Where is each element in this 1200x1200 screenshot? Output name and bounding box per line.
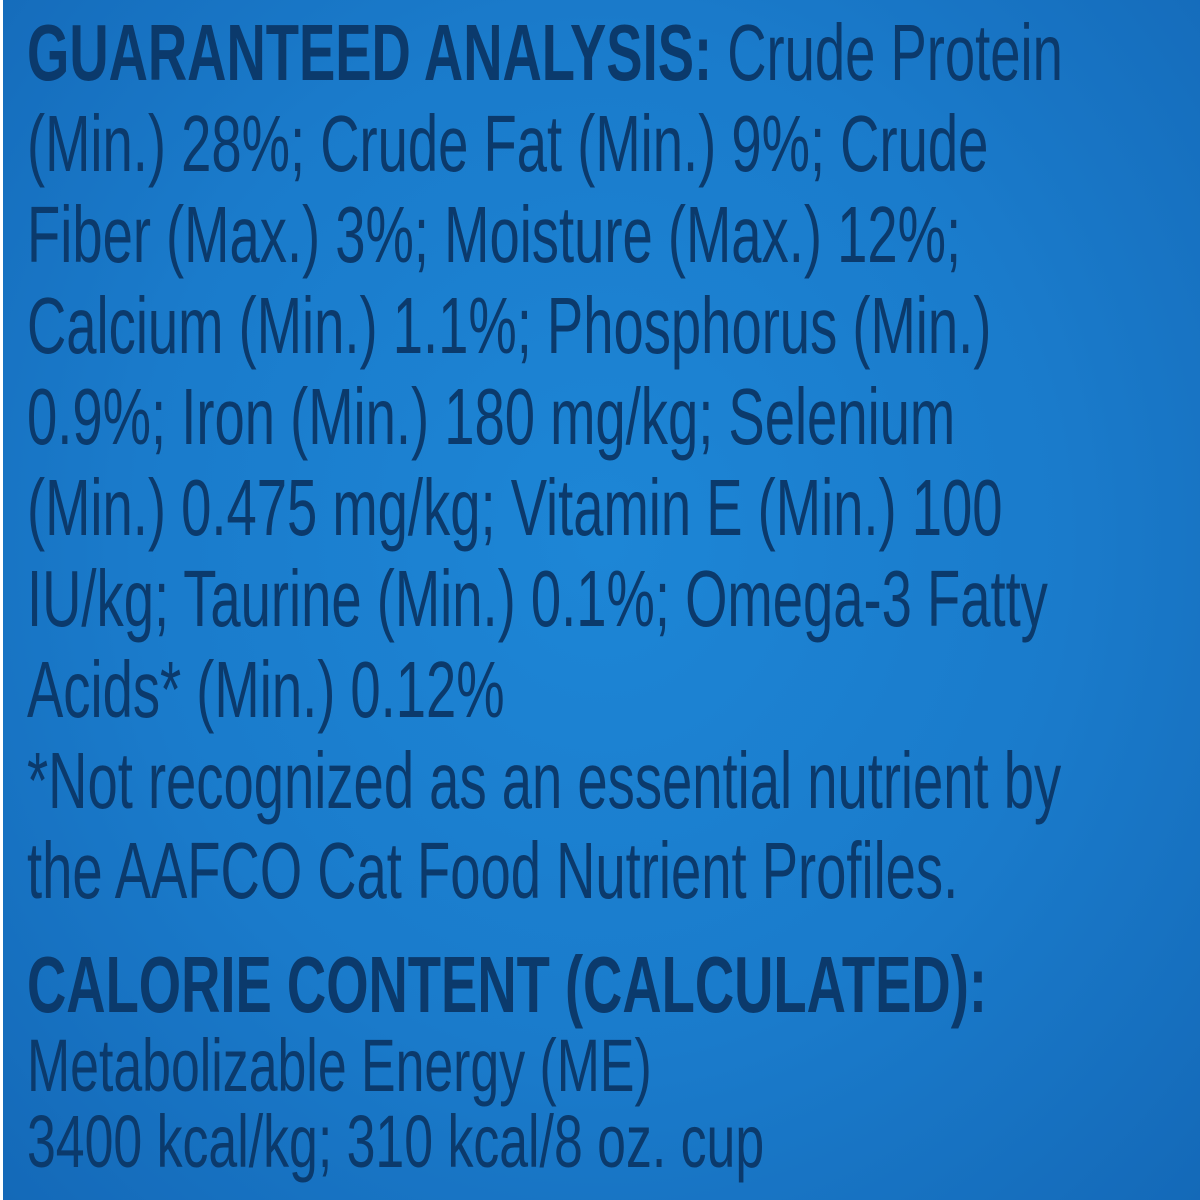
analysis-line: Calcium (Min.) 1.1%; Phosphorus (Min.) (27, 281, 992, 370)
footnote-line: *Not recognized as an essential nutrient… (27, 736, 1062, 825)
calorie-line: Metabolizable Energy (ME) (27, 1024, 652, 1107)
footnote-line: the AAFCO Cat Food Nutrient Profiles. (27, 826, 959, 915)
analysis-heading: GUARANTEED ANALYSIS: (27, 8, 713, 97)
analysis-line: IU/kg; Taurine (Min.) 0.1%; Omega-3 Fatt… (27, 554, 1048, 643)
analysis-text: Crude Protein (712, 8, 1063, 97)
analysis-line: 0.9%; Iron (Min.) 180 mg/kg; Selenium (27, 372, 956, 461)
analysis-line-1: GUARANTEED ANALYSIS: Crude Protein (27, 8, 1063, 98)
analysis-line: Acids* (Min.) 0.12% (27, 645, 505, 734)
nutrition-label-panel: GUARANTEED ANALYSIS: Crude Protein (Min.… (3, 0, 1200, 1200)
analysis-line: Fiber (Max.) 3%; Moisture (Max.) 12%; (27, 190, 962, 279)
analysis-line: (Min.) 0.475 mg/kg; Vitamin E (Min.) 100 (27, 463, 1003, 552)
calorie-line: 3400 kcal/kg; 310 kcal/8 oz. cup (27, 1100, 765, 1183)
calorie-heading: CALORIE CONTENT (CALCULATED): (27, 940, 987, 1029)
analysis-line: (Min.) 28%; Crude Fat (Min.) 9%; Crude (27, 99, 989, 188)
